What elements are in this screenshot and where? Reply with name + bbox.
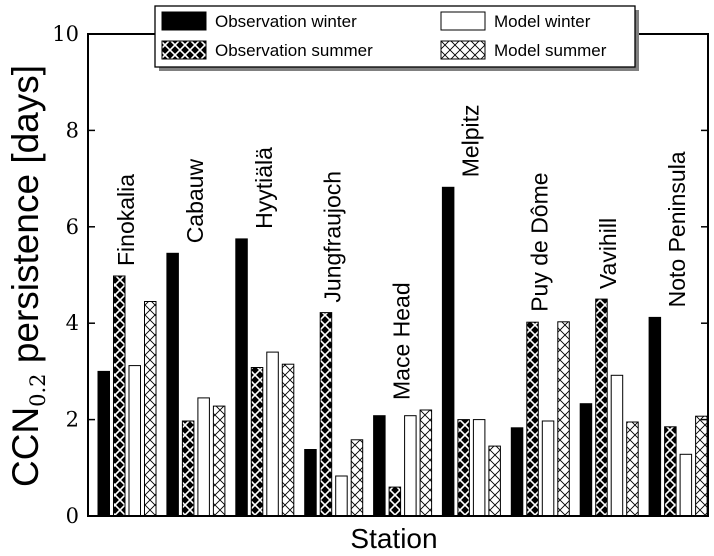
bar-mace-head-series-2 <box>404 415 417 517</box>
bar-jungfraujoch-series-0 <box>304 449 317 517</box>
bar-noto-peninsula-series-3 <box>695 415 708 517</box>
bar-vavihill-series-3 <box>626 421 639 517</box>
bar-finokalia-series-0 <box>97 370 110 517</box>
bar-hyyti-l--series-2 <box>266 351 279 517</box>
bar-cabauw-series-0 <box>166 252 179 517</box>
bar-cabauw-series-3 <box>212 405 226 517</box>
bar-noto-peninsula-series-1 <box>664 426 677 517</box>
y-tick-label: 10 <box>52 22 79 46</box>
y-axis-title: CCN0.2 persistence [days] <box>5 65 50 487</box>
legend-swatch-observation-winter <box>161 11 207 31</box>
bar-melpitz-series-2 <box>472 419 486 517</box>
legend-swatch-model-winter <box>440 11 486 31</box>
y-tick-label: 8 <box>66 118 79 142</box>
bars-layer <box>97 186 708 517</box>
bar-cabauw-series-1 <box>181 420 195 517</box>
bar-mace-head-series-3 <box>419 409 433 517</box>
legend-swatch-observation-summer <box>161 40 207 60</box>
bar-mace-head-series-1 <box>388 486 402 517</box>
legend-label-observation-summer: Observation summer <box>215 41 373 60</box>
x-axis-title: Station <box>350 523 437 554</box>
bar-hyyti-l--series-0 <box>235 238 248 517</box>
legend-box <box>154 5 636 68</box>
bar-noto-peninsula-series-0 <box>648 316 662 517</box>
bar-puy-de-d-me-series-1 <box>526 321 539 517</box>
bar-melpitz-series-1 <box>457 419 470 517</box>
bar-puy-de-d-me-series-2 <box>541 420 555 517</box>
bar-hyyti-l--series-3 <box>281 363 295 517</box>
bar-vavihill-series-1 <box>595 298 608 517</box>
bar-finokalia-series-1 <box>113 275 126 517</box>
bar-finokalia-series-2 <box>128 365 141 517</box>
bar-melpitz-series-3 <box>488 445 501 517</box>
y-axis-title-main: CCN <box>5 407 46 487</box>
station-label: Hyytiälä <box>251 147 277 229</box>
bar-finokalia-series-3 <box>144 301 157 517</box>
y-tick-label: 6 <box>66 215 79 239</box>
legend-swatch-model-summer <box>440 40 486 60</box>
station-label: Finokalia <box>113 174 139 266</box>
station-label: Puy de Dôme <box>526 172 552 311</box>
station-label: Melpitz <box>457 104 483 177</box>
y-axis-title-sub: 0.2 <box>26 373 50 406</box>
bar-jungfraujoch-series-3 <box>350 439 364 517</box>
y-axis-title-rest: persistence [days] <box>5 65 46 373</box>
y-axis: 0 2 4 6 8 10 <box>52 22 708 528</box>
bar-puy-de-d-me-series-3 <box>557 321 570 517</box>
station-label: Noto Peninsula <box>664 151 690 307</box>
bar-jungfraujoch-series-2 <box>335 475 348 517</box>
bar-vavihill-series-2 <box>610 374 624 517</box>
bar-cabauw-series-2 <box>197 397 210 517</box>
y-tick-label: 0 <box>66 504 79 528</box>
bar-hyyti-l--series-1 <box>250 367 264 517</box>
bar-puy-de-d-me-series-0 <box>510 427 524 517</box>
bar-jungfraujoch-series-1 <box>319 312 333 517</box>
y-tick-label: 2 <box>66 408 79 432</box>
station-labels: Finokalia Cabauw Hyytiälä Jungfraujoch Mace … <box>113 104 690 400</box>
bar-noto-peninsula-series-2 <box>679 453 693 517</box>
legend-label-model-summer: Model summer <box>494 41 607 60</box>
station-label: Jungfraujoch <box>320 171 346 303</box>
bar-mace-head-series-0 <box>373 415 386 517</box>
bar-vavihill-series-0 <box>579 403 593 517</box>
bar-melpitz-series-0 <box>441 186 455 517</box>
legend-label-model-winter: Model winter <box>494 12 591 31</box>
station-label: Vavihill <box>595 218 621 289</box>
y-tick-label: 4 <box>66 311 79 335</box>
station-label: Cabauw <box>182 159 208 244</box>
station-label: Mace Head <box>389 282 415 400</box>
legend: Observation winter Observation summer Mo… <box>154 5 639 71</box>
legend-label-observation-winter: Observation winter <box>215 12 357 31</box>
